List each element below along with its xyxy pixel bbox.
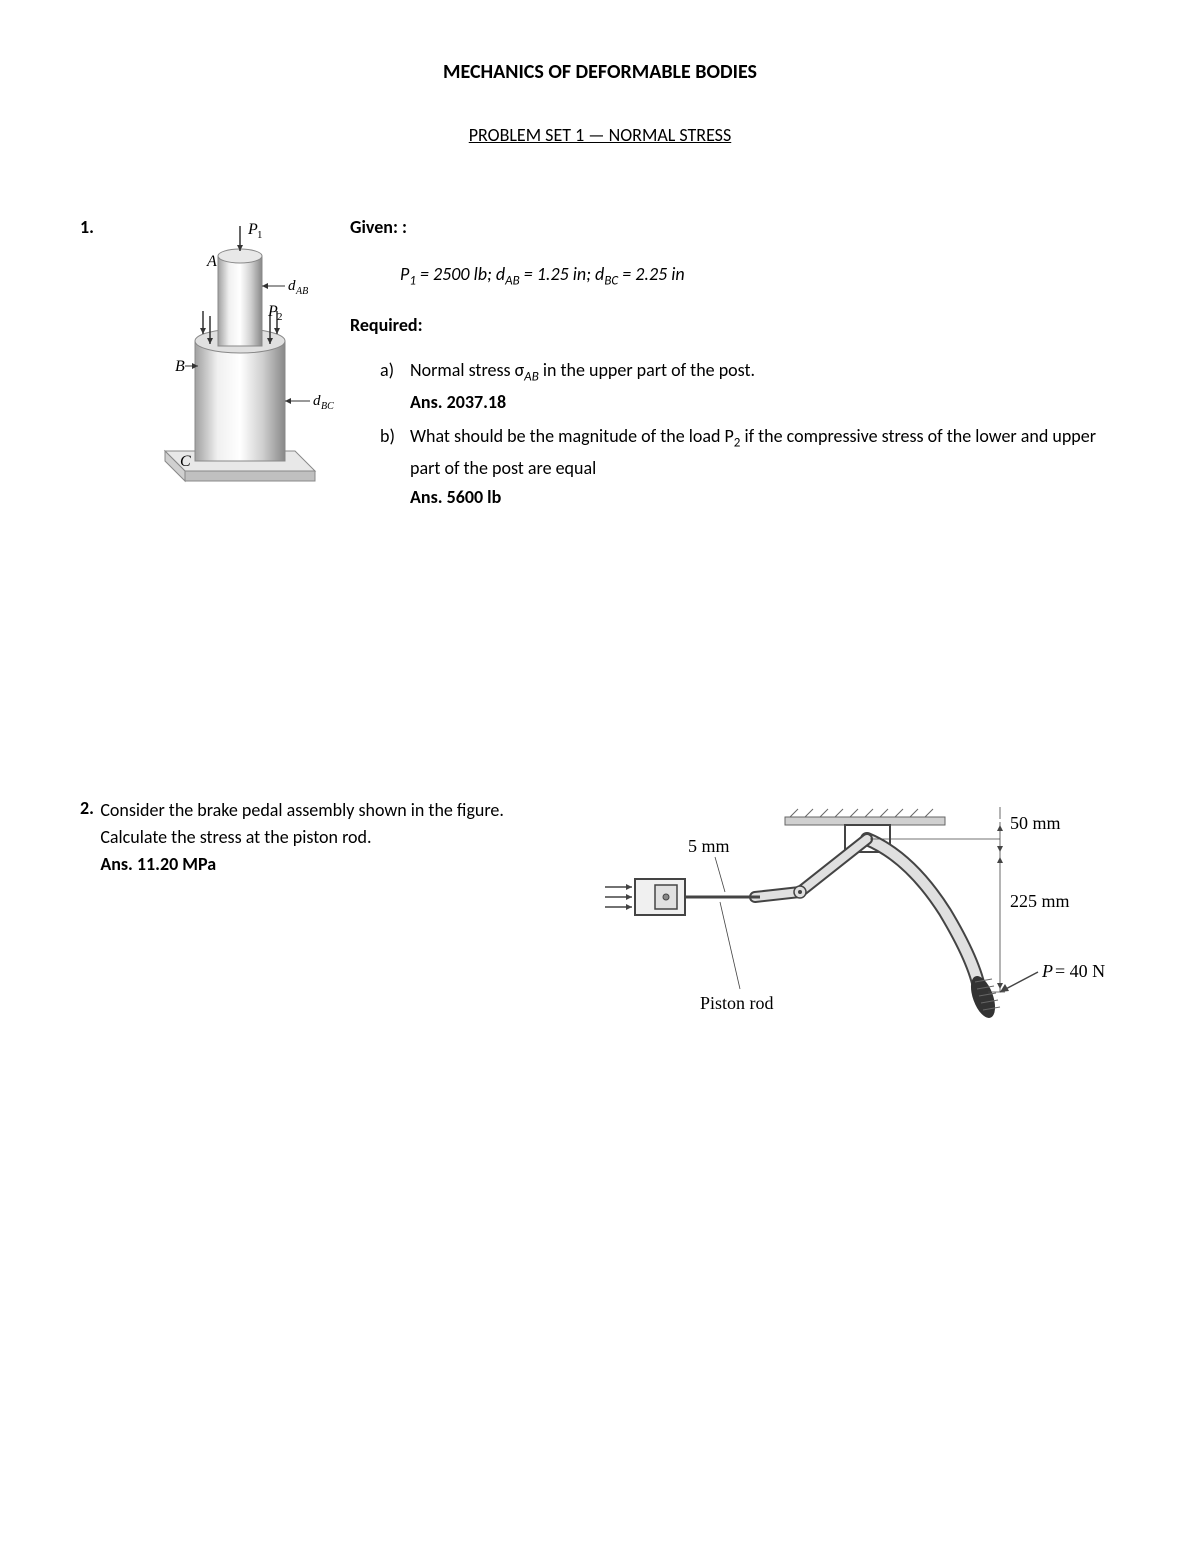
svg-text:AB: AB — [295, 286, 308, 297]
answer-b: Ans. 5600 lb — [410, 486, 501, 508]
force-label: P — [1041, 961, 1053, 981]
problem-2-number: 2. — [80, 797, 100, 819]
svg-text:= 40 N: = 40 N — [1055, 961, 1105, 981]
svg-text:2: 2 — [277, 311, 283, 323]
given-text: P1 = 2500 lb; dAB = 1.25 in; dBC = 2.25 … — [400, 263, 1120, 289]
problem-1-figure: P 1 A P 2 d AB B d BC C — [140, 216, 340, 501]
problem-1: 1. — [80, 216, 1120, 517]
required-item-b: b) What should be the magnitude of the l… — [380, 422, 1120, 512]
svg-text:A: A — [206, 253, 217, 270]
problem-2-text: Consider the brake pedal assembly shown … — [100, 797, 560, 878]
svg-text:B: B — [175, 358, 185, 375]
item-text: What should be the magnitude of the load… — [410, 422, 1120, 512]
item-letter: b) — [380, 422, 410, 512]
svg-text:d: d — [313, 393, 321, 409]
dim-225mm: 225 mm — [1010, 891, 1070, 911]
answer-a: Ans. 2037.18 — [410, 391, 506, 413]
svg-text:C: C — [180, 453, 191, 470]
item-letter: a) — [380, 356, 410, 417]
svg-text:1: 1 — [257, 229, 263, 241]
problem-2: 2. Consider the brake pedal assembly sho… — [80, 797, 1120, 1082]
given-label: Given: : — [350, 216, 1120, 238]
item-text: Normal stress σAB in the upper part of t… — [410, 356, 1120, 417]
required-list: a) Normal stress σAB in the upper part o… — [350, 356, 1120, 512]
problem-2-figure: 50 mm 225 mm 5 mm P = 40 N Piston rod — [560, 797, 1120, 1082]
svg-text:d: d — [288, 278, 296, 294]
problem-1-number: 1. — [80, 216, 140, 238]
required-label: Required: — [350, 314, 1120, 336]
answer-2: Ans. 11.20 MPa — [100, 853, 216, 875]
piston-rod-label: Piston rod — [700, 993, 774, 1013]
document-title: MECHANICS OF DEFORMABLE BODIES — [80, 60, 1120, 84]
problem-1-content: Given: : P1 = 2500 lb; dAB = 1.25 in; dB… — [340, 216, 1120, 517]
svg-text:BC: BC — [321, 401, 334, 412]
document-subtitle: PROBLEM SET 1 — NORMAL STRESS — [80, 124, 1120, 146]
required-item-a: a) Normal stress σAB in the upper part o… — [380, 356, 1120, 417]
dim-5mm: 5 mm — [688, 836, 730, 856]
dim-50mm: 50 mm — [1010, 813, 1061, 833]
